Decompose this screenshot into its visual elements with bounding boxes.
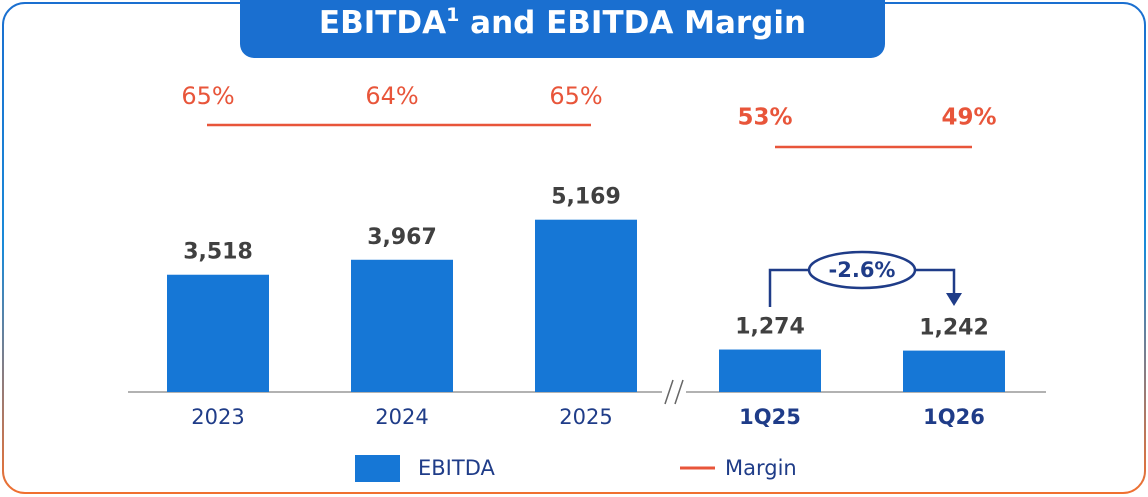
legend-swatch (355, 455, 400, 482)
legend-label: Margin (725, 456, 797, 480)
bar (903, 350, 1005, 392)
annotation-bubble (807, 250, 917, 290)
annotation: -2.6% (829, 258, 896, 282)
bar (351, 259, 453, 392)
margin-label: 65% (549, 82, 602, 110)
title-footnote: 1 (446, 4, 460, 26)
axis-break (674, 379, 684, 405)
chart-title: EBITDA1 and EBITDA Margin (240, 0, 885, 58)
x-tick-label: 1Q25 (739, 405, 801, 429)
axis-break (664, 379, 674, 405)
x-tick-label: 2023 (191, 405, 244, 429)
margin-label: 65% (181, 82, 234, 110)
value-label: 3,518 (183, 240, 253, 265)
bar (535, 219, 637, 392)
legend-label: EBITDA (418, 456, 495, 480)
x-tick-label: 2024 (375, 405, 428, 429)
bar (167, 274, 269, 392)
bar (719, 349, 821, 392)
title-text: and EBITDA Margin (459, 5, 807, 41)
value-label: 1,242 (919, 316, 989, 341)
x-tick-label: 2025 (559, 405, 612, 429)
arrow-head (946, 293, 962, 306)
margin-label: 49% (941, 105, 996, 131)
value-label: 3,967 (367, 225, 437, 250)
title-text: EBITDA (318, 5, 447, 41)
value-label: 5,169 (551, 185, 621, 210)
value-label: 1,274 (735, 315, 805, 340)
margin-label: 53% (737, 105, 792, 131)
margin-label: 64% (365, 82, 418, 110)
x-tick-label: 1Q26 (923, 405, 985, 429)
